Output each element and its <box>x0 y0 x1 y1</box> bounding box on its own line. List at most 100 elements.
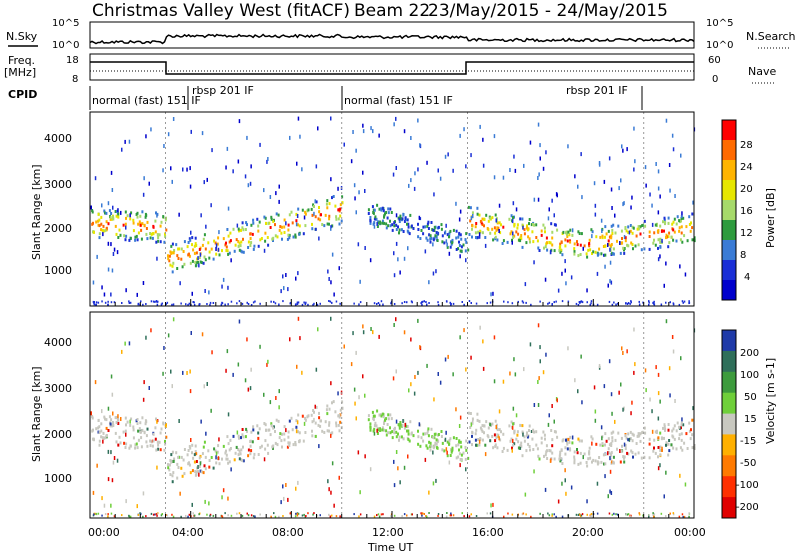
power-cell <box>659 237 662 241</box>
power-cell <box>547 216 550 221</box>
power-cell <box>102 224 105 228</box>
power-cell <box>373 208 376 212</box>
power-cell <box>528 222 530 226</box>
power-cell <box>202 261 205 265</box>
power-cell <box>335 300 338 303</box>
velocity-cell <box>580 354 582 359</box>
power-cell <box>101 300 103 303</box>
velocity-cell <box>280 439 283 443</box>
velocity-cell <box>598 364 601 368</box>
velocity-cell <box>111 478 114 483</box>
velocity-cell <box>494 419 497 423</box>
velocity-cell <box>207 449 210 453</box>
power-cell <box>92 221 94 225</box>
velocity-cell <box>373 515 376 518</box>
power-cell <box>627 244 630 248</box>
velocity-cell <box>164 425 167 428</box>
xtick-3: 12:00 <box>372 526 404 539</box>
nsky-trace <box>89 33 695 45</box>
power-cell <box>452 302 455 305</box>
power-cell <box>450 240 452 244</box>
freq-unit: [MHz] <box>4 66 36 79</box>
power-cell <box>679 238 682 242</box>
power-cell <box>111 217 114 221</box>
power-cell <box>107 267 110 272</box>
velocity-cell <box>247 387 250 392</box>
power-cell <box>221 301 223 304</box>
velocity-cell <box>467 456 470 460</box>
power-cell <box>576 243 579 247</box>
velocity-cell <box>145 440 148 444</box>
power-cell <box>137 231 140 235</box>
velocity-cell <box>203 464 206 468</box>
power-cell <box>507 301 509 304</box>
velocity-cell <box>401 423 404 427</box>
power-cell <box>406 218 409 222</box>
velocity-cbar-swatch <box>722 413 736 435</box>
power-cell <box>460 245 463 249</box>
velocity-cell <box>648 456 651 460</box>
velocity-cell <box>104 417 106 421</box>
velocity-cell <box>635 442 638 445</box>
velocity-cell <box>691 446 694 450</box>
velocity-cell <box>359 490 361 495</box>
velocity-cell <box>611 439 614 443</box>
power-cell <box>657 229 660 233</box>
power-cell <box>524 282 527 287</box>
velocity-cell <box>498 428 501 432</box>
velocity-cell <box>528 445 531 448</box>
power-cell <box>250 223 253 227</box>
power-cbar-swatch <box>722 120 736 141</box>
velocity-cell <box>648 514 650 517</box>
velocity-cell <box>171 513 173 516</box>
power-cell <box>140 228 143 232</box>
power-cell <box>228 240 231 244</box>
power-cell <box>240 228 242 232</box>
velocity-cbar-tick-6: -100 <box>736 480 759 491</box>
velocity-cell <box>227 442 230 446</box>
power-cell <box>491 216 494 220</box>
velocity-cell <box>428 490 430 495</box>
power-cbar-swatch <box>722 160 736 181</box>
velocity-cell <box>544 437 546 441</box>
power-cell <box>631 195 633 200</box>
velocity-cell <box>424 457 427 462</box>
power-cell <box>581 301 584 304</box>
power-cell <box>380 300 383 303</box>
velocity-cell <box>383 422 385 426</box>
power-cell <box>682 216 685 220</box>
power-cell <box>165 228 168 232</box>
velocity-cell <box>141 416 144 420</box>
velocity-cell <box>249 440 252 443</box>
velocity-cell <box>538 457 541 461</box>
power-cell <box>358 303 360 306</box>
velocity-cell <box>274 515 277 518</box>
velocity-cell <box>652 513 654 516</box>
power-cell <box>278 228 281 232</box>
velocity-cell <box>242 445 244 449</box>
power-cell <box>659 240 662 244</box>
velocity-cell <box>328 407 331 411</box>
velocity-cell <box>267 451 270 455</box>
velocity-cell <box>382 513 384 516</box>
velocity-cell <box>448 460 451 465</box>
power-cell <box>224 303 226 306</box>
power-cell <box>440 223 443 227</box>
velocity-cell <box>328 487 330 492</box>
velocity-cell <box>560 457 563 461</box>
power-cell <box>573 247 576 251</box>
velocity-cell <box>425 515 427 517</box>
power-cell <box>509 168 511 172</box>
velocity-cell <box>376 428 378 433</box>
power-cell <box>144 215 147 219</box>
power-cell <box>235 238 238 242</box>
power-cell <box>391 228 394 232</box>
velocity-data <box>90 312 696 518</box>
power-cell <box>614 231 617 235</box>
power-cell <box>387 207 390 211</box>
velocity-cell <box>611 411 613 416</box>
power-cell <box>372 129 374 134</box>
power-cell <box>227 285 229 290</box>
power-cell <box>569 228 572 232</box>
power-cell <box>294 233 297 237</box>
